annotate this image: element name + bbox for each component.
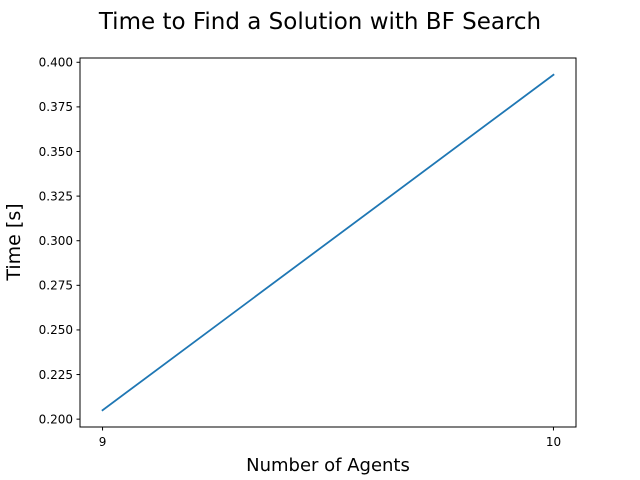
x-tick-label: 9 [99, 435, 107, 449]
series-line [101, 73, 555, 412]
y-tick-label: 0.300 [39, 234, 73, 248]
y-tick-label: 0.400 [39, 56, 73, 70]
y-axis-label: Time [s] [3, 203, 25, 281]
y-tick-label: 0.225 [39, 368, 73, 382]
y-tick-label: 0.350 [39, 145, 73, 159]
y-tick-label: 0.325 [39, 189, 73, 203]
x-tick-label: 10 [546, 435, 561, 449]
y-tick-label: 0.200 [39, 412, 73, 426]
plot-frame [79, 57, 577, 428]
y-tick-label: 0.275 [39, 279, 73, 293]
x-axis: 9 10 [99, 427, 561, 449]
x-axis-label: Number of Agents [246, 455, 410, 476]
series-layer [101, 73, 555, 412]
y-tick-label: 0.250 [39, 323, 73, 337]
y-axis: 0.200 0.225 0.250 0.275 0.300 0.325 0.350 0.375… [39, 56, 80, 426]
y-tick-label: 0.375 [39, 100, 73, 114]
chart-title: Time to Find a Solution with BF Search [98, 9, 541, 35]
